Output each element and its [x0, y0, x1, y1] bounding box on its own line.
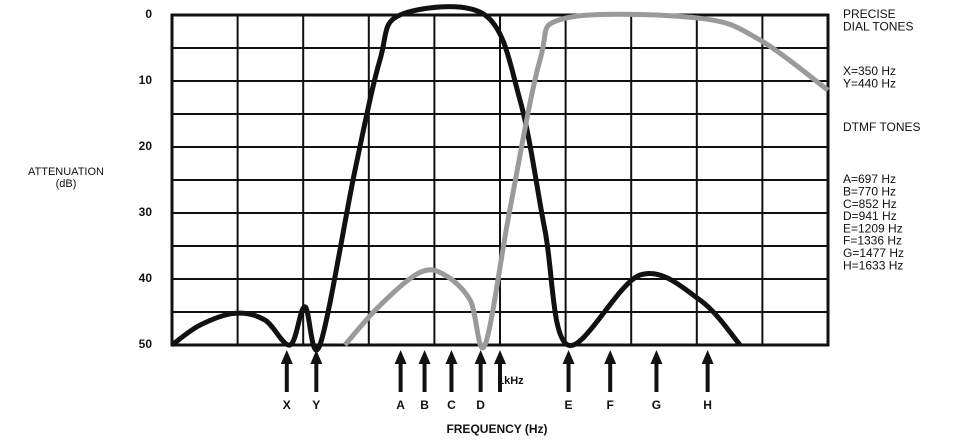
marker-arrow-head [562, 350, 575, 364]
marker-arrow-head [494, 350, 506, 364]
marker-label: C [447, 398, 456, 412]
y-tick-label: 10 [139, 73, 153, 87]
note-text: F=1336 Hz [843, 234, 902, 248]
marker-arrow-head [310, 350, 323, 364]
marker-label: A [396, 398, 405, 412]
marker-arrow-head [418, 350, 431, 364]
note-text: E=1209 Hz [843, 221, 903, 235]
x-axis-label: FREQUENCY (Hz) [446, 422, 547, 436]
note-text: Y=440 Hz [843, 77, 896, 91]
y-axis-label: ATTENUATION [28, 166, 104, 178]
marker-label: 1kHz [498, 375, 524, 387]
note-text: B=770 Hz [843, 184, 896, 198]
marker-arrow-head [445, 350, 458, 364]
note-text: C=852 Hz [843, 197, 897, 211]
note-text: DIAL TONES [843, 20, 913, 34]
marker-label: Y [312, 398, 320, 412]
y-tick-label: 30 [139, 205, 153, 219]
marker-arrow-head [280, 350, 293, 364]
note-text: PRECISE [843, 7, 896, 21]
marker-label: F [607, 398, 614, 412]
y-tick-label: 20 [139, 139, 153, 153]
response-curve [170, 4, 743, 353]
note-text: DTMF TONES [843, 120, 921, 134]
marker-label: D [476, 398, 485, 412]
marker-label: X [283, 398, 291, 412]
response-curve [342, 11, 830, 351]
marker-label: B [420, 398, 429, 412]
note-text: H=1633 Hz [843, 258, 903, 272]
note-text: G=1477 Hz [843, 246, 904, 260]
y-tick-label: 50 [139, 337, 153, 351]
y-tick-label: 40 [139, 271, 153, 285]
note-text: A=697 Hz [843, 172, 896, 186]
marker-arrow-head [474, 350, 487, 364]
plot-border [170, 13, 830, 347]
note-text: X=350 Hz [843, 64, 896, 78]
marker-label: E [565, 398, 573, 412]
marker-arrow-head [650, 350, 663, 364]
y-axis-label: (dB) [56, 178, 77, 190]
note-text: D=941 Hz [843, 209, 897, 223]
y-tick-label: 0 [145, 7, 152, 21]
marker-label: H [703, 398, 712, 412]
marker-arrow-head [701, 350, 714, 364]
marker-label: G [652, 398, 661, 412]
marker-arrow-head [604, 350, 617, 364]
marker-arrow-head [394, 350, 407, 364]
